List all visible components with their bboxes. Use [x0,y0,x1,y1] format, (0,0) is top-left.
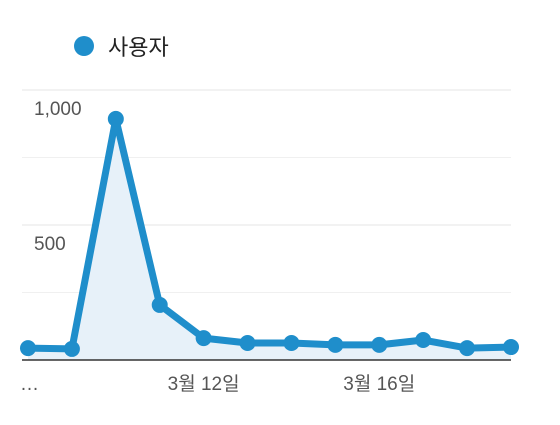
marker [503,339,519,356]
marker [415,332,432,349]
marker [107,110,124,127]
x-tick-label: 3월 16일 [343,373,415,395]
area [28,118,511,360]
marker [327,336,344,353]
legend-label: 사용자 [108,35,169,60]
y-tick-label: 1,000 [34,99,82,120]
marker [239,334,256,351]
marker [63,340,80,357]
y-tick-label: 500 [34,234,66,255]
legend-marker [74,36,94,56]
marker [371,336,388,353]
x-tick-label: … [20,374,39,395]
marker [151,296,168,313]
marker [283,334,300,351]
marker [459,340,476,357]
marker [195,330,212,347]
marker [20,340,36,357]
x-tick-label: 3월 12일 [168,373,240,395]
